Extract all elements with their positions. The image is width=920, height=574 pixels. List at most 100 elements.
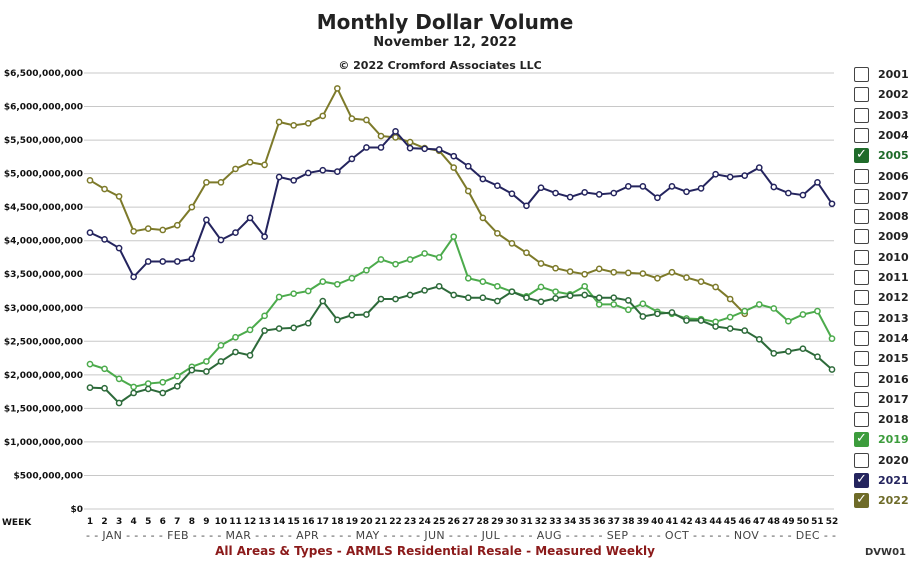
y-tick-label: $2,000,000,000: [4, 371, 83, 381]
y-tick-label: $4,000,000,000: [4, 237, 83, 247]
data-point: [654, 274, 661, 282]
legend-checkbox[interactable]: [854, 107, 869, 123]
check-icon: ✓: [856, 472, 867, 487]
legend-checkbox[interactable]: ✓: [854, 147, 869, 164]
data-point: [86, 384, 94, 391]
data-point: [450, 233, 458, 241]
data-point: [435, 282, 443, 290]
legend-checkbox[interactable]: [854, 391, 869, 407]
data-point: [319, 297, 327, 305]
x-tick-label: 51: [811, 517, 824, 527]
legend-checkbox[interactable]: [854, 270, 869, 285]
legend-checkbox[interactable]: [854, 290, 869, 306]
x-tick-label: 11: [229, 517, 242, 527]
x-tick-label: 3: [116, 517, 122, 527]
series-line: [89, 285, 833, 405]
legend-checkbox[interactable]: [854, 188, 869, 204]
data-point: [828, 335, 836, 342]
legend-checkbox[interactable]: [854, 452, 869, 468]
x-tick-label: 37: [607, 517, 620, 527]
data-point: [610, 189, 618, 197]
check-icon: ✓: [856, 431, 867, 447]
legend-item-2013[interactable]: 2013: [854, 310, 920, 329]
data-point: [828, 200, 836, 208]
data-point: [406, 256, 414, 263]
legend-label: 2015: [878, 352, 909, 366]
legend-item-2015[interactable]: 2015: [854, 351, 920, 369]
chart-code: DVW01: [865, 547, 906, 558]
check-icon: ✓: [856, 492, 867, 508]
legend-item-2005[interactable]: ✓ 2005: [854, 147, 920, 166]
data-point: [217, 178, 225, 186]
data-point: [741, 172, 749, 179]
legend-checkbox[interactable]: [854, 127, 869, 143]
legend-item-2011[interactable]: 2011: [854, 270, 920, 288]
series-2022: [86, 282, 836, 407]
x-tick-label: 32: [535, 517, 548, 527]
legend-label: 2011: [878, 271, 909, 284]
legend-item-2019[interactable]: ✓ 2019: [854, 431, 920, 450]
data-point: [319, 278, 327, 285]
legend-item-2020[interactable]: 2020: [854, 452, 920, 471]
x-tick-label: 18: [331, 517, 344, 527]
legend-item-2012[interactable]: 2012: [854, 290, 920, 308]
legend-item-2003[interactable]: 2003: [854, 107, 920, 126]
data-point: [464, 294, 472, 302]
x-tick-label: 52: [826, 517, 839, 527]
legend-item-2017[interactable]: 2017: [854, 391, 920, 410]
legend-checkbox[interactable]: [854, 330, 869, 346]
legend-item-2004[interactable]: 2004: [854, 127, 920, 146]
legend-item-2016[interactable]: 2016: [854, 371, 920, 390]
x-tick-label: 20: [360, 517, 373, 527]
legend-checkbox[interactable]: ✓: [854, 492, 869, 509]
data-point: [450, 291, 458, 299]
legend-checkbox[interactable]: [854, 168, 869, 184]
legend-item-2010[interactable]: 2010: [854, 249, 920, 268]
data-point: [712, 283, 719, 291]
legend-item-2009[interactable]: 2009: [854, 229, 920, 247]
legend-checkbox[interactable]: [854, 67, 869, 82]
legend-checkbox[interactable]: [854, 249, 869, 265]
x-tick-label: 44: [709, 517, 722, 527]
legend-item-2022[interactable]: ✓ 2022: [854, 492, 920, 511]
data-point: [246, 352, 254, 359]
data-point: [581, 291, 589, 299]
data-point: [450, 164, 458, 171]
legend-checkbox[interactable]: [854, 351, 869, 367]
data-point: [188, 255, 196, 263]
y-tick-label: $5,500,000,000: [4, 136, 83, 146]
legend-item-2021[interactable]: ✓ 2021: [854, 472, 920, 491]
x-tick-label: 12: [244, 517, 257, 527]
legend-checkbox[interactable]: [854, 310, 869, 326]
legend-checkbox[interactable]: ✓: [854, 431, 869, 448]
y-tick-label: $3,000,000,000: [4, 304, 83, 314]
data-point: [712, 170, 719, 178]
x-tick-label: 30: [506, 517, 519, 527]
legend-checkbox[interactable]: [854, 412, 869, 428]
data-point: [464, 162, 472, 170]
legend-checkbox[interactable]: [854, 229, 869, 245]
legend-checkbox[interactable]: [854, 371, 869, 387]
legend-item-2006[interactable]: 2006: [854, 168, 920, 187]
legend-label: 2006: [878, 169, 909, 183]
x-tick-label: 2: [101, 517, 107, 527]
x-tick-label: 39: [637, 517, 650, 527]
x-tick-label: 42: [680, 517, 693, 527]
legend-item-2008[interactable]: 2008: [854, 209, 920, 227]
data-point: [188, 203, 196, 211]
legend-label: 2022: [878, 494, 909, 508]
legend-item-2001[interactable]: 2001: [854, 67, 920, 85]
legend-checkbox[interactable]: [854, 209, 869, 225]
legend-checkbox[interactable]: [854, 87, 869, 103]
legend-label: 2017: [878, 392, 909, 406]
data-point: [435, 254, 443, 261]
legend-checkbox[interactable]: ✓: [854, 472, 869, 488]
data-point: [537, 184, 545, 192]
legend-item-2018[interactable]: 2018: [854, 412, 920, 430]
data-point: [290, 121, 298, 129]
data-point: [799, 345, 807, 353]
legend-item-2002[interactable]: 2002: [854, 87, 920, 105]
data-point: [479, 278, 487, 285]
legend-item-2007[interactable]: 2007: [854, 188, 920, 207]
legend-item-2014[interactable]: 2014: [854, 330, 920, 349]
